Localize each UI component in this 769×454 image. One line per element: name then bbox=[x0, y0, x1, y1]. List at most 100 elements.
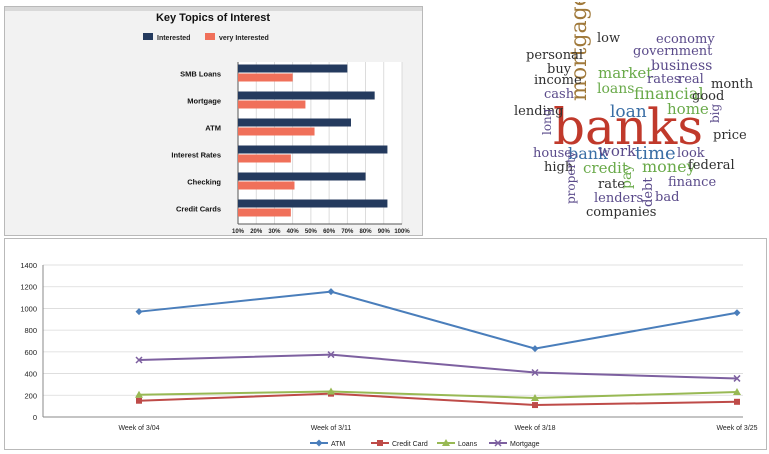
word-credit: credit bbox=[583, 159, 628, 177]
word-money: money bbox=[642, 157, 696, 176]
word-rate: rate bbox=[598, 177, 625, 192]
y-tick-label: 600 bbox=[24, 348, 37, 357]
bar-very-interested bbox=[238, 181, 295, 190]
x-tick-label: 90% bbox=[378, 229, 391, 235]
word-rates: rates bbox=[647, 72, 681, 87]
series-line-atm bbox=[138, 290, 738, 350]
x-tick-label: Week of 3/18 bbox=[514, 425, 555, 432]
data-point-mortgage bbox=[531, 368, 539, 377]
x-tick-label: Week of 3/25 bbox=[716, 425, 757, 432]
word-property: property bbox=[564, 151, 578, 204]
series-line-loans bbox=[138, 390, 738, 400]
category-label: ATM bbox=[205, 124, 221, 133]
data-point-mortgage bbox=[135, 356, 143, 364]
word-business: business bbox=[651, 58, 712, 74]
series-line-mortgage bbox=[138, 353, 738, 380]
legend-swatch-2 bbox=[205, 33, 215, 40]
data-point-atm bbox=[531, 345, 539, 353]
y-tick-label: 0 bbox=[33, 413, 37, 422]
word-economy: economy bbox=[656, 32, 715, 47]
word-financial: financial bbox=[634, 84, 704, 103]
legend-label-mortgage: Mortgage bbox=[510, 441, 540, 448]
word-loan: loan bbox=[610, 102, 647, 122]
data-point-credit-card bbox=[136, 397, 142, 404]
data-point-loans bbox=[531, 394, 539, 401]
word-debt: debt bbox=[641, 177, 656, 207]
word-work: work bbox=[598, 142, 637, 160]
word-bad: bad bbox=[655, 190, 679, 205]
word-pay: pay bbox=[619, 164, 635, 189]
bar-very-interested bbox=[238, 154, 291, 163]
word-time: time bbox=[635, 143, 676, 164]
word-real: real bbox=[678, 72, 704, 87]
bar-interested bbox=[238, 64, 348, 73]
legend-label-1: Interested bbox=[157, 35, 190, 42]
word-bank: bank bbox=[568, 144, 608, 163]
bar-interested bbox=[238, 118, 351, 127]
bar-interested bbox=[238, 91, 375, 100]
word-price: price bbox=[713, 128, 747, 143]
legend-marker-mortgage bbox=[494, 439, 502, 447]
word-market: market bbox=[598, 64, 652, 82]
word-look: look bbox=[677, 146, 705, 161]
word-federal: federal bbox=[688, 158, 735, 173]
legend-marker-loans bbox=[442, 439, 450, 446]
word-house: house bbox=[533, 146, 572, 161]
word-buy: buy bbox=[547, 62, 572, 77]
x-tick-label: 70% bbox=[341, 229, 354, 235]
y-tick-label: 1200 bbox=[20, 283, 37, 292]
word-income: income bbox=[534, 73, 582, 88]
bar-very-interested bbox=[238, 73, 293, 82]
bar-very-interested bbox=[238, 127, 315, 136]
legend-marker-credit-card bbox=[377, 440, 383, 446]
word-long: long bbox=[540, 108, 554, 135]
word-cash: cash bbox=[544, 87, 575, 102]
word-cloud-panel: banks mortgage low economy government persona… bbox=[426, 2, 766, 234]
bar-plot-area bbox=[238, 62, 402, 224]
word-companies: companies bbox=[586, 205, 656, 220]
word-month: month bbox=[711, 77, 754, 92]
category-label: Interest Rates bbox=[171, 151, 221, 160]
category-label: Checking bbox=[187, 178, 221, 187]
word-low: low bbox=[597, 31, 620, 46]
data-point-credit-card bbox=[532, 402, 538, 409]
series-line-credit-card bbox=[138, 392, 738, 407]
x-tick-label: Week of 3/04 bbox=[118, 425, 159, 432]
data-point-atm bbox=[733, 309, 741, 317]
y-tick-label: 800 bbox=[24, 326, 37, 335]
legend-marker-atm bbox=[315, 439, 323, 447]
word-big: big bbox=[708, 103, 722, 123]
weekly-line-chart: 0 200 400 600 800 1000 1200 1400 Week of 3/04 Wee… bbox=[20, 261, 757, 448]
data-point-atm bbox=[327, 288, 335, 296]
x-tick-label: 100% bbox=[394, 229, 410, 235]
data-point-loans bbox=[327, 387, 335, 395]
data-point-atm bbox=[135, 308, 143, 316]
bar-interested bbox=[238, 172, 366, 181]
word-lending: lending bbox=[514, 104, 563, 119]
word-lenders: lenders bbox=[594, 191, 643, 206]
data-point-mortgage bbox=[327, 351, 335, 359]
word-government: government bbox=[633, 44, 713, 59]
key-topics-bar-chart: Key Topics of Interest Interested very Int… bbox=[143, 12, 410, 235]
data-point-loans bbox=[135, 390, 143, 398]
word-finance: finance bbox=[668, 175, 716, 190]
x-tick-label: 10% bbox=[232, 229, 245, 235]
bar-very-interested bbox=[238, 100, 306, 109]
category-label: Credit Cards bbox=[176, 205, 221, 214]
y-tick-label: 1000 bbox=[20, 304, 37, 313]
legend-label-loans: Loans bbox=[458, 441, 478, 448]
x-tick-label: Week of 3/11 bbox=[311, 425, 352, 432]
legend-label-atm: ATM bbox=[331, 441, 345, 448]
y-tick-label: 400 bbox=[24, 370, 37, 379]
word-high: high bbox=[544, 160, 574, 175]
y-tick-label: 1400 bbox=[20, 261, 37, 270]
word-home: home bbox=[667, 100, 709, 118]
data-point-loans bbox=[733, 388, 741, 396]
bar-chart-title: Key Topics of Interest bbox=[156, 12, 270, 24]
bar-interested bbox=[238, 199, 388, 208]
bar-very-interested bbox=[238, 208, 291, 217]
weekly-line-chart-panel: 0 200 400 600 800 1000 1200 1400 Week of 3/04 Wee… bbox=[4, 238, 767, 450]
data-point-mortgage bbox=[733, 374, 741, 382]
word-banks: banks bbox=[553, 98, 703, 156]
